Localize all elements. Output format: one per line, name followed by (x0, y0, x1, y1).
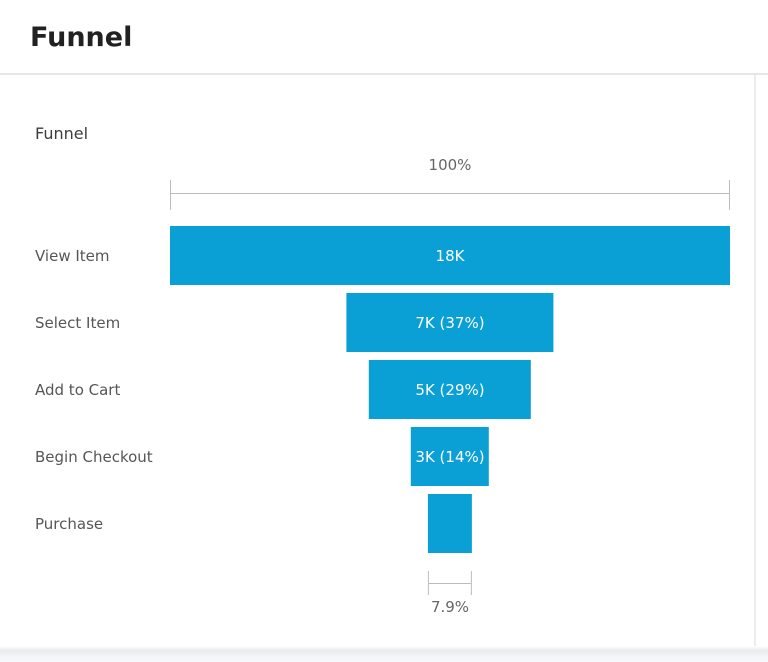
funnel-chart: View Item 18K Select Item 7K (37%) Add t… (0, 226, 768, 561)
stage-label: Select Item (35, 313, 121, 332)
funnel-bar[interactable]: 3K (14%) (410, 427, 490, 486)
bar-value-label: 18K (435, 246, 465, 265)
next-card-edge (0, 646, 768, 662)
card-right-border (754, 75, 756, 646)
funnel-bar[interactable]: 5K (29%) (368, 360, 532, 419)
page-title: Funnel (30, 22, 133, 53)
funnel-row: Add to Cart 5K (29%) (0, 360, 768, 419)
funnel-row: Begin Checkout 3K (14%) (0, 427, 768, 486)
funnel-bar[interactable]: 18K (170, 226, 730, 285)
top-bracket (170, 180, 730, 210)
header-divider (0, 73, 768, 75)
funnel-row: Select Item 7K (37%) (0, 293, 768, 352)
funnel-row: View Item 18K (0, 226, 768, 285)
bottom-percentage-annotation: 7.9% (430, 598, 470, 616)
funnel-row: Purchase (0, 494, 768, 553)
stage-label: Begin Checkout (35, 447, 153, 466)
bar-value-label: 7K (37%) (415, 313, 485, 332)
top-percentage-annotation: 100% (428, 156, 472, 174)
chart-title: Funnel (35, 124, 89, 143)
funnel-bar[interactable]: 7K (37%) (346, 293, 554, 352)
bar-value-label: 3K (14%) (415, 447, 485, 466)
bottom-bracket (427, 571, 473, 595)
stage-label: Purchase (35, 514, 104, 533)
stage-label: Add to Cart (35, 380, 121, 399)
stage-label: View Item (35, 246, 110, 265)
funnel-bar[interactable] (427, 494, 473, 553)
bar-value-label: 5K (29%) (415, 380, 485, 399)
